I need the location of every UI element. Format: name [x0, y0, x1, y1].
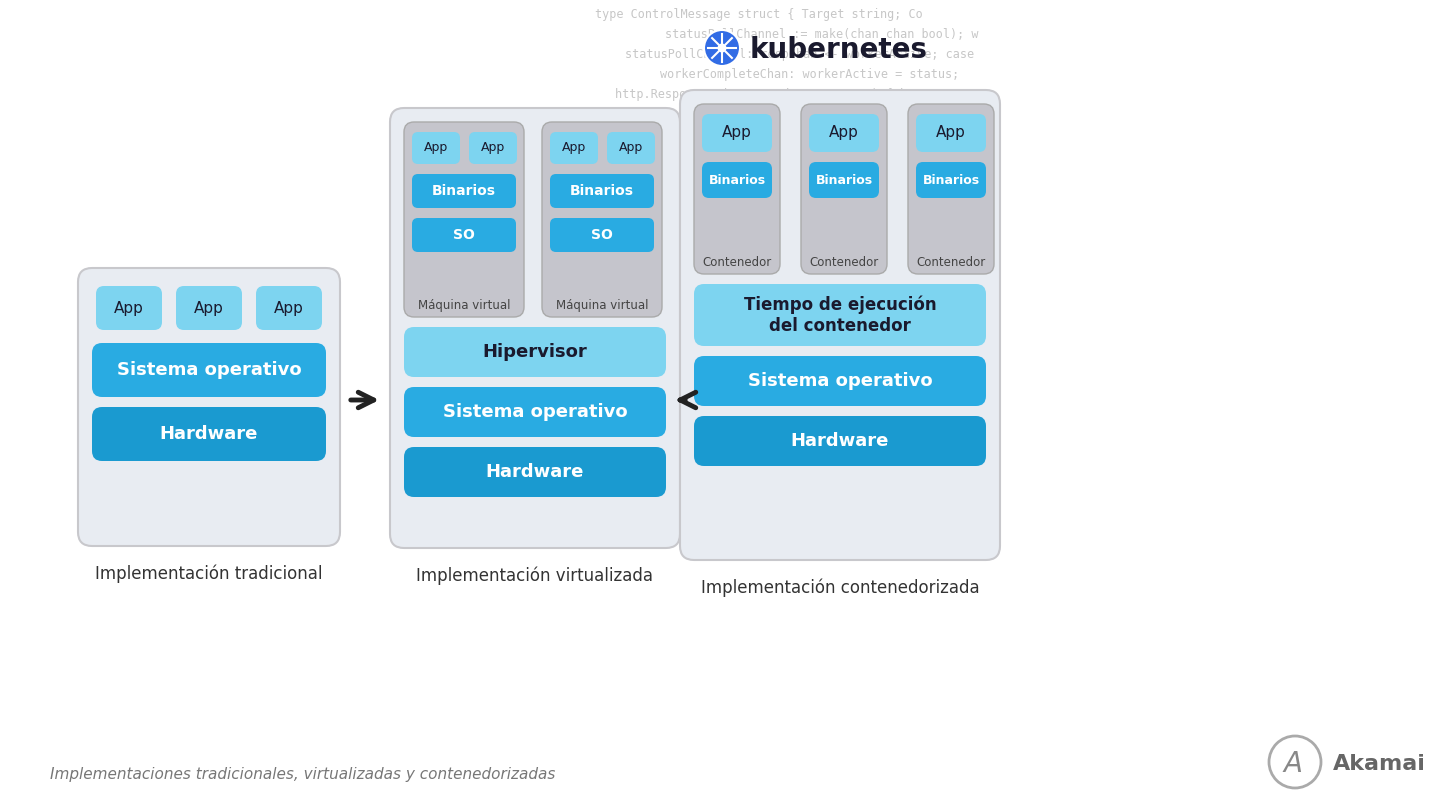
Text: Máquina virtual: Máquina virtual	[556, 299, 648, 312]
Text: func admini: func admini	[700, 268, 779, 281]
FancyBboxPatch shape	[412, 174, 516, 208]
Text: App: App	[936, 126, 966, 140]
FancyBboxPatch shape	[680, 90, 999, 560]
Text: type ControlMessage struct { Target string; Co: type ControlMessage struct { Target stri…	[595, 8, 923, 21]
FancyBboxPatch shape	[694, 104, 780, 274]
Text: A: A	[1283, 750, 1303, 778]
Text: Binarios: Binarios	[708, 173, 766, 186]
FancyBboxPatch shape	[916, 162, 986, 198]
Circle shape	[704, 30, 740, 66]
Text: Tiempo de ejecución
del contenedor: Tiempo de ejecución del contenedor	[743, 296, 936, 335]
FancyBboxPatch shape	[541, 122, 662, 317]
Text: http.ResponseWriter, r *http.Request) { hostTo: http.ResponseWriter, r *http.Request) { …	[615, 88, 943, 101]
Text: int64; }; func ma: int64; }; func ma	[690, 210, 811, 223]
FancyBboxPatch shape	[809, 162, 878, 198]
Text: fprint(w, "ACTIVE": fprint(w, "ACTIVE"	[690, 170, 818, 183]
FancyBboxPatch shape	[801, 104, 887, 274]
FancyBboxPatch shape	[412, 132, 459, 164]
FancyBboxPatch shape	[608, 132, 655, 164]
Text: App: App	[274, 301, 304, 316]
Text: Implementación contenedorizada: Implementación contenedorizada	[701, 579, 979, 597]
Text: message issued for Ta: message issued for Ta	[690, 130, 840, 143]
Text: Implementaciones tradicionales, virtualizadas y contenedorizadas: Implementaciones tradicionales, virtuali…	[50, 768, 556, 782]
Text: Implementación virtualizada: Implementación virtualizada	[416, 567, 654, 586]
Text: App: App	[562, 142, 586, 155]
Text: Hardware: Hardware	[485, 463, 585, 481]
FancyBboxPatch shape	[909, 104, 994, 274]
FancyBboxPatch shape	[809, 114, 878, 152]
Text: Binarios: Binarios	[923, 173, 979, 186]
Text: Hardware: Hardware	[160, 425, 258, 443]
FancyBboxPatch shape	[469, 132, 517, 164]
Text: { fmt.Fprintf(w,: { fmt.Fprintf(w,	[696, 110, 809, 123]
Text: SO: SO	[590, 228, 613, 242]
Text: workerCompleteChan: workerActive = status;: workerCompleteChan: workerActive = statu…	[660, 68, 959, 81]
FancyBboxPatch shape	[78, 268, 340, 546]
FancyBboxPatch shape	[256, 286, 323, 330]
Text: App: App	[619, 142, 644, 155]
FancyBboxPatch shape	[703, 162, 772, 198]
FancyBboxPatch shape	[550, 132, 598, 164]
FancyBboxPatch shape	[96, 286, 161, 330]
FancyBboxPatch shape	[916, 114, 986, 152]
Text: Implementación tradicional: Implementación tradicional	[95, 565, 323, 583]
Text: App: App	[194, 301, 225, 316]
FancyBboxPatch shape	[176, 286, 242, 330]
FancyBboxPatch shape	[405, 122, 524, 317]
FancyBboxPatch shape	[550, 174, 654, 208]
Text: Contenedor: Contenedor	[809, 255, 878, 268]
Text: message issued for T: message issued for T	[700, 322, 842, 335]
FancyBboxPatch shape	[405, 327, 665, 377]
Text: Hardware: Hardware	[791, 432, 888, 450]
Text: App: App	[114, 301, 144, 316]
Text: Contenedor: Contenedor	[916, 255, 985, 268]
Text: Sistema operativo: Sistema operativo	[747, 372, 932, 390]
Text: Binarios: Binarios	[570, 184, 634, 198]
Text: hostTokens: hostTokens	[700, 286, 772, 299]
Text: bool; workerActi: bool; workerActi	[690, 230, 804, 243]
FancyBboxPatch shape	[405, 387, 665, 437]
Text: statusPollChannel := make(chan chan bool); w: statusPollChannel := make(chan chan bool…	[665, 28, 979, 41]
Text: App: App	[721, 126, 752, 140]
FancyBboxPatch shape	[703, 114, 772, 152]
FancyBboxPatch shape	[412, 218, 516, 252]
Text: App: App	[423, 142, 448, 155]
FancyBboxPatch shape	[92, 343, 325, 397]
Text: Binarios: Binarios	[815, 173, 873, 186]
Text: workerAct: workerAct	[700, 345, 765, 358]
Text: App: App	[481, 142, 505, 155]
FancyBboxPatch shape	[694, 356, 986, 406]
Text: Hipervisor: Hipervisor	[482, 343, 588, 361]
FancyBboxPatch shape	[405, 447, 665, 497]
Text: Akamai: Akamai	[1333, 754, 1426, 774]
Text: 337", nil))); };pa: 337", nil))); };pa	[690, 190, 818, 203]
Text: Máquina virtual: Máquina virtual	[418, 299, 510, 312]
Text: Sistema operativo: Sistema operativo	[117, 361, 301, 379]
Circle shape	[717, 44, 727, 53]
FancyBboxPatch shape	[550, 218, 654, 252]
Text: Fprintf(w,: Fprintf(w,	[700, 304, 772, 317]
FancyBboxPatch shape	[694, 284, 986, 346]
Text: Contenedor: Contenedor	[703, 255, 772, 268]
Text: Request) { reqChan: Request) { reqChan	[696, 150, 824, 163]
Text: Binarios: Binarios	[432, 184, 495, 198]
Text: kubernetes: kubernetes	[750, 36, 927, 64]
FancyBboxPatch shape	[390, 108, 680, 548]
Text: Sistema operativo: Sistema operativo	[442, 403, 628, 421]
FancyBboxPatch shape	[694, 416, 986, 466]
Text: statusPollChannel: respChan <- workerActive; case: statusPollChannel: respChan <- workerAct…	[625, 48, 973, 61]
Text: SO: SO	[454, 228, 475, 242]
Text: App: App	[829, 126, 858, 140]
Text: case msg := s: case msg := s	[696, 250, 788, 263]
FancyBboxPatch shape	[92, 407, 325, 461]
